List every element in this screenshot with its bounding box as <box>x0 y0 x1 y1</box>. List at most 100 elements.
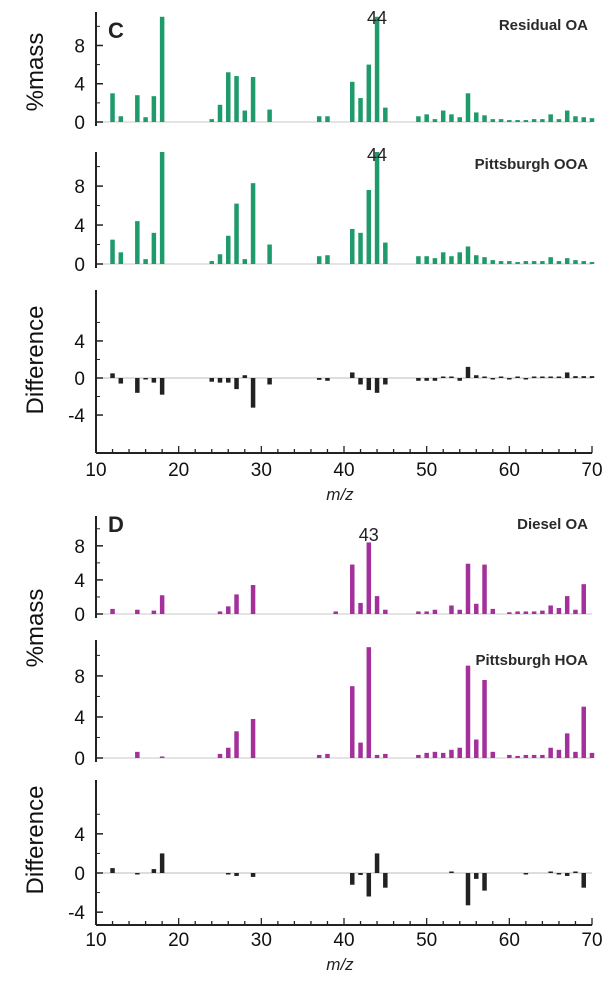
panel-d-sub1-bar-mz53 <box>449 605 454 614</box>
panel-c-sub1-bar-mz50 <box>424 114 429 122</box>
panel-c-sub1-peak-label: 44 <box>367 8 387 28</box>
panel-d-sub3-bar-mz27 <box>234 873 239 876</box>
panel-c-sub1-bar-mz67 <box>564 110 570 122</box>
panel-d-sub3-bar-mz53 <box>449 871 454 873</box>
panel-c-sub3-bar-mz62 <box>523 378 529 380</box>
panel-d-sub2-ytick-label: 0 <box>74 749 85 770</box>
panel-c-xtick-label: 30 <box>251 460 272 481</box>
panel-d-sub1-bar-mz60 <box>507 612 512 614</box>
panel-d-sub2-bar-mz43 <box>366 647 372 758</box>
panel-d-sub1-bar-mz42 <box>358 602 363 614</box>
panel-c-sub2-bar-mz52 <box>440 252 446 264</box>
panel-d-sub3-bar-mz18 <box>159 853 165 873</box>
panel-c-sub2-bar-mz18 <box>159 152 165 264</box>
panel-d-sub3-bar-mz43 <box>366 873 372 897</box>
panel-c-sub2-bar-mz45 <box>383 242 388 264</box>
panel-d-sub1-bar-mz25 <box>217 611 223 614</box>
panel-c-sub1-ytick-label: 0 <box>74 113 85 134</box>
panel-d-sub1-bar-mz18 <box>159 595 165 614</box>
panel-d-sub3-bar-mz65 <box>548 871 553 873</box>
panel-d-sub1-bar-mz56 <box>474 603 479 614</box>
panel-c-sub3-bar-mz58 <box>490 378 496 380</box>
panel-c-sub2-bar-mz15 <box>135 221 140 264</box>
panel-d-sub1-ytick-label: 0 <box>74 605 85 626</box>
panel-c-sub1-bar-mz54 <box>457 117 462 122</box>
panel-d-sub1-bar-mz64 <box>540 610 545 614</box>
panel-c-sub3-bar-mz15 <box>135 378 140 393</box>
panel-d-sub1-peak-label: 43 <box>359 525 379 545</box>
panel-c-sub2-peak-label: 44 <box>367 145 387 165</box>
panel-c-sub3-bar-mz27 <box>234 378 239 390</box>
panel-d-sub2-bar-mz25 <box>217 753 223 758</box>
panel-c-sub1-bar-mz60 <box>507 120 512 122</box>
panel-d-sub1-bar-mz62 <box>523 611 529 614</box>
panel-d-sub3-bar-mz68 <box>573 871 578 873</box>
panel-c-sub1-title: Residual OA <box>499 17 588 34</box>
panel-d-sub1-bar-mz50 <box>424 611 429 614</box>
panel-c-sub1-bar-mz55 <box>465 93 471 122</box>
panel-c-sub2-bar-mz51 <box>432 258 438 264</box>
panel-d-sub3-bar-mz26 <box>226 873 231 875</box>
panel-c-sub1-bar-mz17 <box>151 96 157 122</box>
panel-c-sub2-bar-mz16 <box>143 259 148 264</box>
panel-c-sub1-bar-mz53 <box>449 114 454 122</box>
panel-d-sub2-bar-mz52 <box>440 752 446 758</box>
panel-d-sub2-bar-mz45 <box>383 753 388 758</box>
panel-c-sub3-bar-mz25 <box>217 378 223 383</box>
panel-c-sub2-bar-mz65 <box>548 257 553 264</box>
panel-d-sub1-ylabel: %mass <box>22 589 49 668</box>
panel-c-sub2-bar-mz12 <box>110 239 115 264</box>
panel-d-sub1-bar-mz39 <box>333 611 338 614</box>
panel-c-sub1-bar-mz44 <box>374 16 380 122</box>
panel-c-xtick-label: 70 <box>581 460 602 481</box>
panel-c-xlabel: m/z <box>326 485 354 504</box>
panel-d-sub2-bar-mz44 <box>374 754 380 758</box>
panel-d-sub2-bar-mz56 <box>474 739 479 758</box>
panel-c-sub1-bar-mz25 <box>217 104 223 122</box>
panel-c-sub3-bar-mz17 <box>151 378 157 383</box>
panel-c-sub2-title: Pittsburgh OOA <box>475 156 588 173</box>
panel-d-xlabel: m/z <box>326 955 354 974</box>
panel-d-sub2-bar-mz51 <box>432 751 438 758</box>
panel-c-sub1-bar-mz61 <box>515 120 520 122</box>
panel-c-sub1-bar-mz24 <box>209 119 214 122</box>
panel-d-sub1-bar-mz69 <box>581 584 586 614</box>
panel-d-sub1-title: Diesel OA <box>517 516 588 533</box>
panel-c-sub1-bar-mz65 <box>548 114 553 122</box>
panel-c-sub3-bar-mz57 <box>482 376 487 378</box>
panel-d-sub2-bar-mz38 <box>325 753 330 758</box>
panel-c-sub2-bar-mz26 <box>226 235 231 264</box>
panel-c-sub3-bar-mz51 <box>432 378 438 381</box>
panel-d-sub3-bar-mz67 <box>564 873 570 876</box>
panel-c-sub1-bar-mz42 <box>358 98 363 122</box>
panel-c-sub2-bar-mz13 <box>118 252 124 264</box>
panel-d-sub2-bar-mz66 <box>556 749 562 758</box>
panel-d-sub1-ytick-label: 8 <box>74 537 85 558</box>
panel-c-sub2-bar-mz24 <box>209 261 214 264</box>
panel-c-sub3-bar-mz49 <box>416 378 421 381</box>
panel-c-sub2-bar-mz55 <box>465 246 471 264</box>
panel-c-sub3-bar-mz53 <box>449 376 454 378</box>
panel-d-sub2-bar-mz37 <box>316 754 322 758</box>
panel-d-sub3-ytick-label: 0 <box>74 864 85 885</box>
panel-d-sub2-bar-mz49 <box>416 754 421 758</box>
panel-d-sub2-bar-mz18 <box>159 756 165 758</box>
panel-c-sub1-bar-mz41 <box>350 81 355 122</box>
panel-d-sub1-bar-mz65 <box>548 605 553 614</box>
panel-c-sub2-bar-mz70 <box>589 262 595 264</box>
panel-c-sub2-bar-mz38 <box>325 255 330 264</box>
panel-c-sub2-bar-mz31 <box>267 244 272 264</box>
panel-d-sub3-ytick-label: 4 <box>74 825 85 846</box>
panel-c-sub2-bar-mz64 <box>540 261 545 264</box>
panel-c-sub2-ytick-label: 0 <box>74 255 85 276</box>
panel-c-sub3-bar-mz13 <box>118 378 124 384</box>
panel-d-sub2-bar-mz64 <box>540 754 545 758</box>
panel-c-sub2-bar-mz59 <box>498 261 504 264</box>
panel-d-sub3-bar-mz62 <box>523 873 529 875</box>
panel-d-xtick-label: 10 <box>85 930 106 951</box>
panel-d-sub1-bar-mz54 <box>457 609 462 614</box>
panel-d-sub1-bar-mz17 <box>151 610 157 614</box>
panel-d-sub1-bar-mz61 <box>515 611 520 614</box>
panel-d-sub1-bar-mz49 <box>416 611 421 614</box>
panel-c-sub3-bar-mz18 <box>159 378 165 395</box>
